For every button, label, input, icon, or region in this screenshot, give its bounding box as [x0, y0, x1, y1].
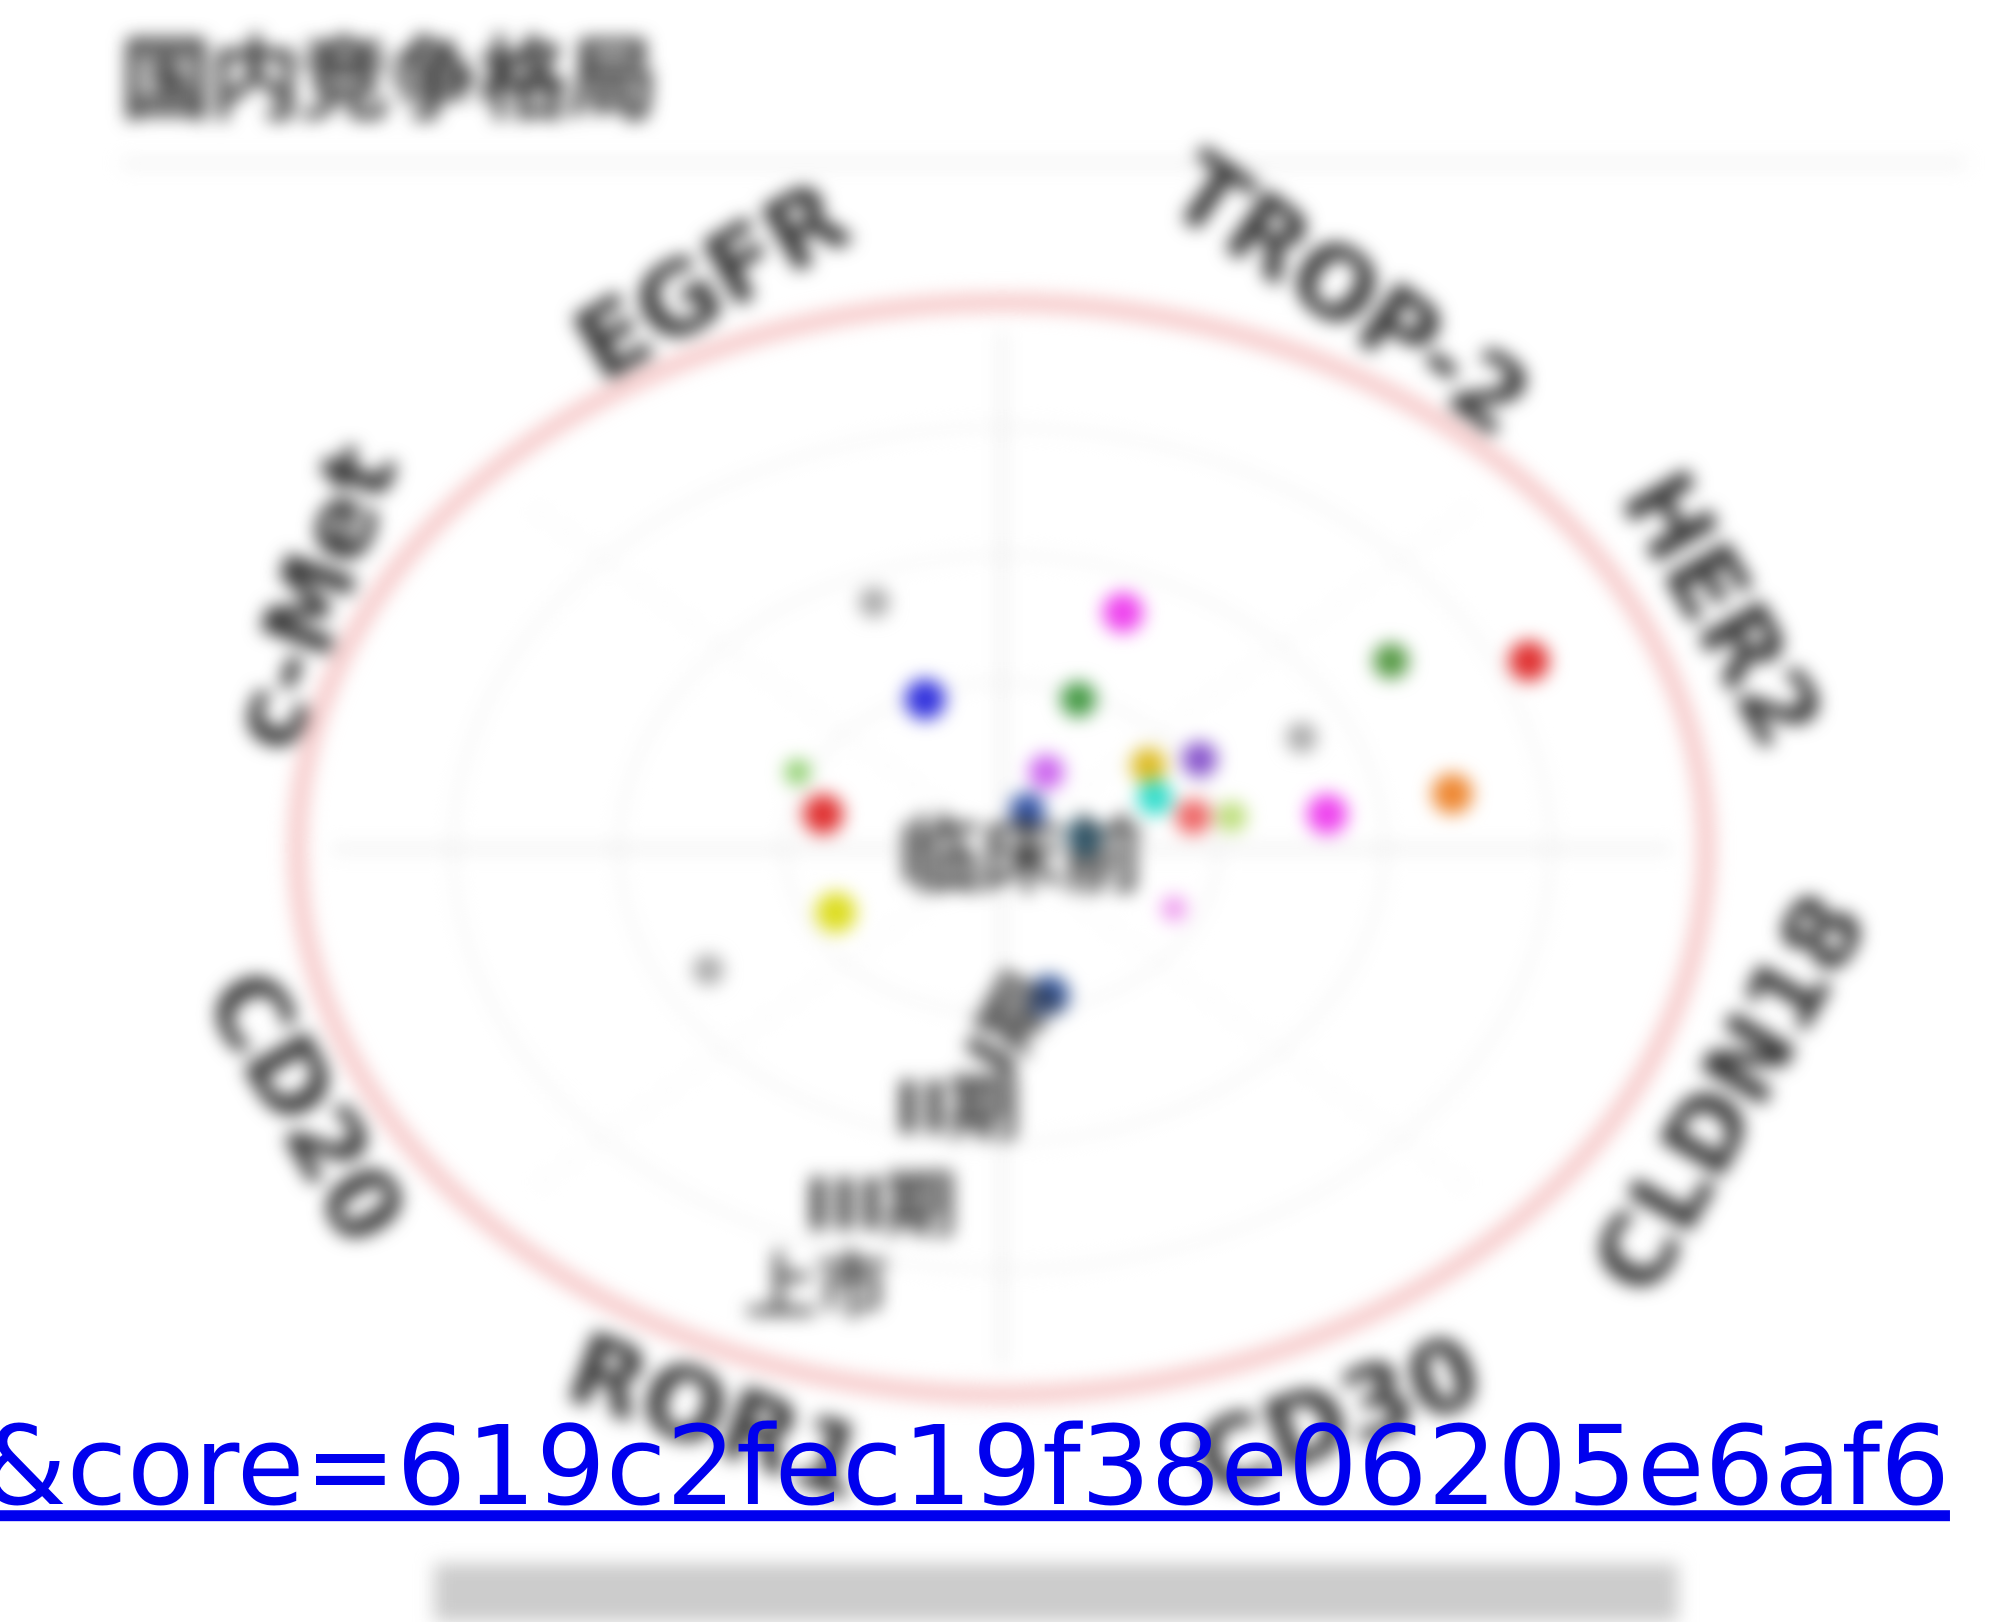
- dot: [1181, 741, 1218, 778]
- dot: [784, 759, 811, 785]
- dot: [1130, 747, 1167, 784]
- dot: [1431, 773, 1473, 815]
- chart-area: 国内竞争格局: [121, 29, 1966, 1622]
- dot: [1102, 592, 1144, 633]
- dot: [692, 954, 724, 986]
- caption-blur: [433, 1563, 1679, 1622]
- dot: [1373, 643, 1409, 679]
- dot: [815, 892, 857, 933]
- phase-label: 临床前: [898, 809, 1143, 904]
- drug-dots: [692, 587, 1550, 1016]
- dot: [1508, 640, 1550, 682]
- dot: [1137, 779, 1173, 816]
- dot: [1306, 793, 1348, 835]
- dot: [858, 587, 890, 618]
- dot: [1028, 974, 1070, 1016]
- dot: [1060, 681, 1097, 718]
- target-label: EGFR: [555, 158, 867, 405]
- dot: [1286, 722, 1317, 753]
- axis-line: [534, 508, 1469, 1189]
- link[interactable]: p&core=619c2fec19f38e06205e6af6: [0, 1402, 1950, 1530]
- phase-label: II期: [895, 1066, 1020, 1149]
- axis-line: [534, 508, 1469, 1189]
- phase-label: 上市: [745, 1245, 888, 1328]
- dot: [904, 678, 946, 720]
- dot: [1028, 754, 1065, 790]
- target-label: CLDN18: [1570, 875, 1890, 1314]
- dot: [1175, 798, 1212, 835]
- target-label: TROP-2: [1149, 130, 1552, 460]
- target-label: c-Met: [205, 430, 421, 765]
- dot: [1161, 895, 1187, 922]
- dot: [1066, 818, 1103, 854]
- dot: [802, 793, 844, 835]
- dot: [1216, 801, 1247, 833]
- section-title: 国内竞争格局: [121, 29, 657, 133]
- phase-label: III期: [805, 1163, 956, 1246]
- dot: [1009, 792, 1046, 829]
- outer-ring: [288, 293, 1716, 1404]
